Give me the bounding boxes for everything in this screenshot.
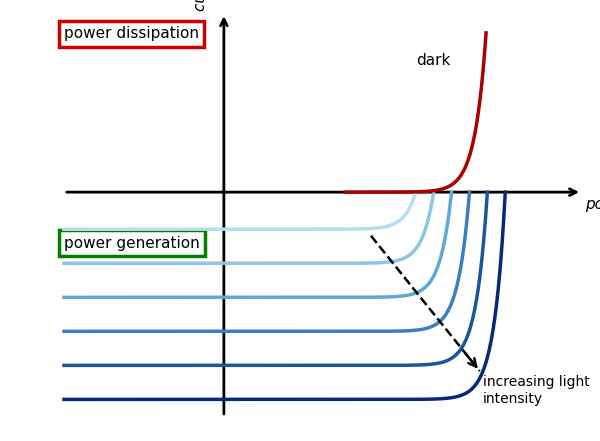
- Text: power dissipation: power dissipation: [64, 26, 199, 41]
- Text: dark: dark: [416, 53, 450, 68]
- Text: current I: current I: [193, 0, 208, 11]
- Text: increasing light
intensity: increasing light intensity: [483, 375, 590, 406]
- Text: potential E: potential E: [585, 197, 600, 212]
- Text: power generation: power generation: [64, 236, 200, 251]
